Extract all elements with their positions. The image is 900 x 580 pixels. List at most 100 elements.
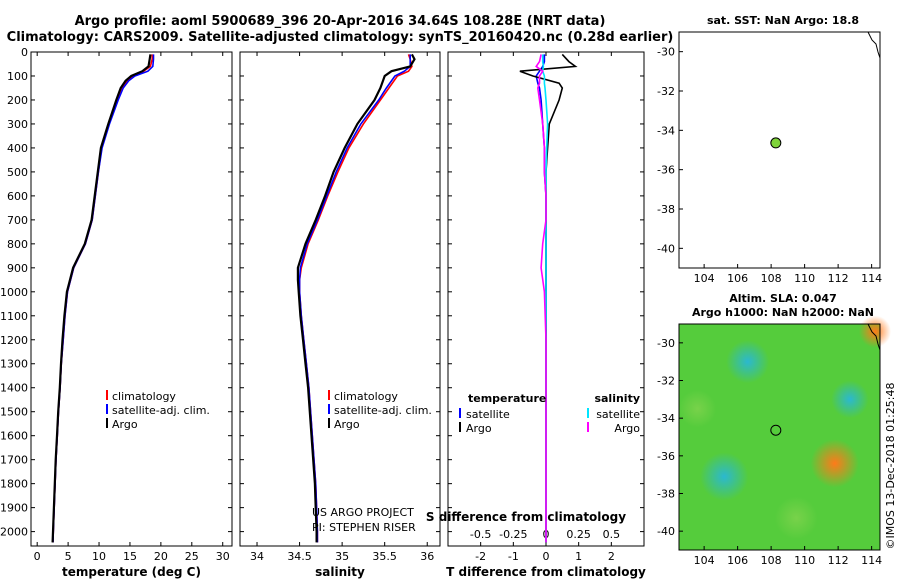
sla-map-title-line1: Altim. SLA: 0.047 bbox=[729, 292, 837, 305]
x-tick-label: 2 bbox=[608, 550, 615, 563]
y-tick-label: 600 bbox=[7, 190, 28, 203]
x-tick-label: 112 bbox=[828, 272, 849, 285]
x-tick-label: 10 bbox=[92, 550, 106, 563]
y-tick-label: 1100 bbox=[0, 310, 28, 323]
plot-frame bbox=[239, 51, 441, 547]
x-tick-label: 106 bbox=[727, 554, 748, 567]
diff-series-3 bbox=[535, 54, 547, 543]
y-tick-label: 800 bbox=[7, 238, 28, 251]
y-tick-label: 500 bbox=[7, 166, 28, 179]
legend-label-argo: Argo bbox=[334, 418, 360, 431]
x-tick-label: 15 bbox=[123, 550, 137, 563]
y-tick-label: 900 bbox=[7, 262, 28, 275]
sla-map-panel: 104 106 108 110 112 114 -30 -32 -34 -36 -38 -40 bbox=[657, 315, 892, 567]
credit-line1: US ARGO PROJECT bbox=[312, 506, 414, 519]
y-tick-label: 700 bbox=[7, 214, 28, 227]
map-frame bbox=[678, 31, 881, 269]
imos-watermark: ©IMOS 13-Dec-2018 01:25:48 bbox=[884, 383, 897, 550]
x-tick-label: 25 bbox=[185, 550, 199, 563]
diff-legend-t-argo: Argo bbox=[466, 422, 492, 435]
x-tick-label: 36 bbox=[420, 550, 434, 563]
series-line-argo bbox=[296, 53, 416, 543]
y-tick-label: 1600 bbox=[0, 430, 28, 443]
coastline bbox=[867, 31, 881, 59]
argo-position-marker bbox=[770, 137, 782, 149]
x-axis-label: temperature (deg C) bbox=[62, 565, 201, 579]
diff-legend-t-satellite: satellite bbox=[466, 408, 510, 421]
x-tick-label: 0 bbox=[34, 550, 41, 563]
argo-position-marker bbox=[770, 424, 782, 436]
x-tick-label: 0 bbox=[543, 550, 550, 563]
y-tick-label: -30 bbox=[657, 337, 675, 350]
heatmap-cell-5 bbox=[774, 496, 818, 540]
y-tick-label: 1000 bbox=[0, 286, 28, 299]
x-tick-label: 110 bbox=[794, 554, 815, 567]
x-tick-label: 104 bbox=[694, 272, 715, 285]
y-tick-label: 1300 bbox=[0, 358, 28, 371]
x-tick-label: 34.5 bbox=[287, 550, 312, 563]
x-tick-label: 110 bbox=[794, 272, 815, 285]
diff-legend-salinity: salinity bbox=[594, 392, 640, 405]
x-tick-label: 1 bbox=[575, 550, 582, 563]
legend-label-climatology: climatology bbox=[112, 390, 176, 403]
x-tick-label: -1 bbox=[508, 550, 519, 563]
y-tick-label: 0 bbox=[21, 46, 28, 59]
top-x-tick-label: -0.25 bbox=[499, 528, 527, 541]
map-frame bbox=[678, 323, 881, 551]
y-tick-label: 100 bbox=[7, 70, 28, 83]
y-tick-label: -36 bbox=[657, 164, 675, 177]
x-tick-label: 114 bbox=[861, 554, 882, 567]
y-tick-label: -38 bbox=[657, 488, 675, 501]
y-tick-label: 1200 bbox=[0, 334, 28, 347]
sla-map-title-line2: Argo h1000: NaN h2000: NaN bbox=[691, 306, 875, 319]
x-tick-label: 112 bbox=[828, 554, 849, 567]
figure-title-line1: Argo profile: aoml 5900689_396 20-Apr-20… bbox=[74, 14, 606, 29]
x-tick-label: 108 bbox=[761, 272, 782, 285]
y-tick-label: 400 bbox=[7, 142, 28, 155]
heatmap-cell-2 bbox=[726, 340, 770, 384]
salinity-panel: 34 34.5 35 35.5 36 salinity climatologysatelli… bbox=[239, 51, 441, 579]
y-tick-label: -32 bbox=[657, 375, 675, 388]
x-tick-label: 106 bbox=[727, 272, 748, 285]
heatmap-cell-0 bbox=[700, 452, 749, 501]
figure-title-line2: Climatology: CARS2009. Satellite-adjuste… bbox=[6, 30, 674, 45]
heatmap-cell-6 bbox=[858, 315, 892, 348]
diff-legend-temperature: temperature bbox=[468, 392, 546, 405]
difference-panel: -2 -1 0 1 2-0.5 -0.25 0 0.25 0.5T difference fro… bbox=[446, 51, 646, 579]
sst-map-title: sat. SST: NaN Argo: 18.8 bbox=[706, 14, 860, 27]
x-axis-label: T difference from climatology bbox=[446, 565, 646, 579]
x-tick-label: 30 bbox=[216, 550, 230, 563]
y-tick-label: 300 bbox=[7, 118, 28, 131]
temperature-panel: 0100200300400500600700800900100011001200… bbox=[0, 46, 233, 579]
x-tick-label: -2 bbox=[475, 550, 486, 563]
credit-line2: PI: STEPHEN RISER bbox=[312, 521, 416, 534]
diff-top-xlabel: S difference from climatology bbox=[426, 510, 626, 524]
x-tick-label: 108 bbox=[761, 554, 782, 567]
y-tick-label: -40 bbox=[657, 525, 675, 538]
y-tick-label: -30 bbox=[657, 46, 675, 59]
heatmap-cell-3 bbox=[831, 380, 869, 419]
x-tick-label: 20 bbox=[154, 550, 168, 563]
top-x-tick-label: 0.25 bbox=[566, 528, 591, 541]
legend-label-satellite: satellite-adj. clim. bbox=[112, 404, 210, 417]
heatmap-cell-4 bbox=[678, 389, 717, 428]
y-tick-label: 1700 bbox=[0, 454, 28, 467]
y-tick-label: 1800 bbox=[0, 478, 28, 491]
y-tick-label: -38 bbox=[657, 203, 675, 216]
legend-label-satellite: satellite-adj. clim. bbox=[334, 404, 432, 417]
heatmap-cell-1 bbox=[810, 439, 859, 488]
y-tick-label: -34 bbox=[657, 412, 675, 425]
x-axis-label: salinity bbox=[315, 565, 365, 579]
top-x-tick-label: 0.5 bbox=[603, 528, 621, 541]
y-tick-label: 1500 bbox=[0, 406, 28, 419]
y-tick-label: -40 bbox=[657, 242, 675, 255]
series-line-argo bbox=[51, 54, 152, 543]
diff-legend-s-argo: Argo bbox=[614, 422, 640, 435]
coastline bbox=[867, 323, 881, 351]
y-tick-label: 2000 bbox=[0, 526, 28, 539]
y-tick-label: -36 bbox=[657, 450, 675, 463]
y-tick-label: 1900 bbox=[0, 502, 28, 515]
plot-frame bbox=[30, 51, 233, 547]
legend-label-argo: Argo bbox=[112, 418, 138, 431]
